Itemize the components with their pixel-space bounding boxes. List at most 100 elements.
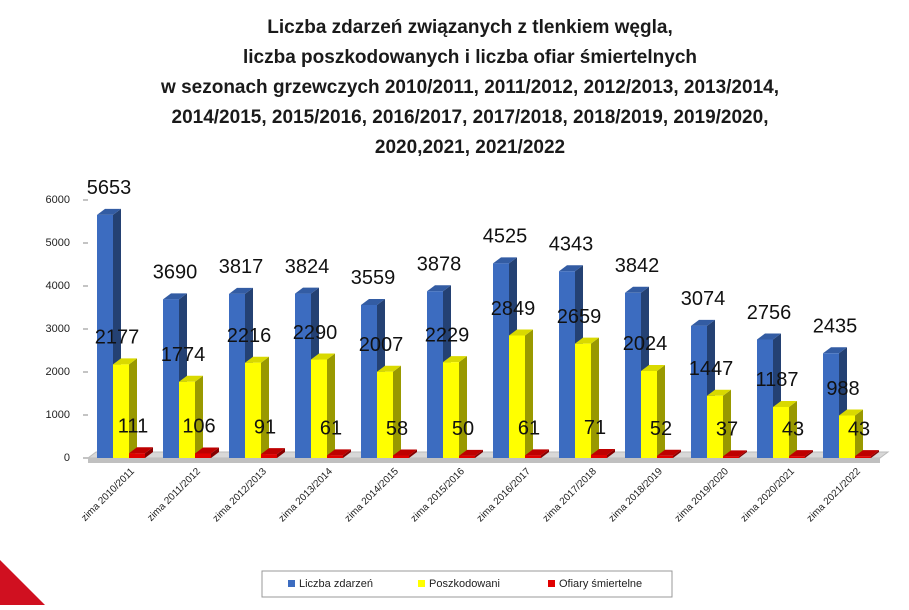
data-label: 37 [716, 419, 738, 441]
data-label: 2659 [557, 306, 602, 328]
y-tick-label: 1000 [46, 409, 70, 421]
bar [459, 455, 475, 458]
bar-top [525, 449, 549, 456]
bar [97, 214, 113, 458]
data-label: 106 [182, 416, 215, 438]
bar [591, 454, 607, 458]
legend-box [261, 570, 673, 598]
bar-top [261, 448, 285, 455]
data-label: 1774 [161, 344, 206, 366]
bar-top [443, 356, 467, 363]
bar-top [509, 329, 533, 336]
data-label: 3824 [285, 256, 330, 278]
bar-top [427, 285, 451, 292]
legend-label: Ofiary śmiertelne [559, 578, 642, 590]
data-label: 2229 [425, 324, 470, 346]
bar [823, 353, 839, 458]
corner-decoration [0, 560, 45, 605]
data-label: 2435 [813, 316, 858, 338]
data-label: 3690 [153, 262, 198, 284]
data-label: 71 [584, 417, 606, 439]
bar [691, 325, 707, 458]
bar [723, 456, 739, 458]
legend-swatch [418, 580, 425, 587]
bar-top [757, 333, 781, 340]
bar-side [211, 447, 219, 458]
bar-top [641, 364, 665, 371]
bar [129, 453, 145, 458]
bar [163, 299, 179, 458]
bar [855, 456, 871, 458]
bar-side [607, 448, 615, 458]
bar-side [475, 449, 483, 458]
bar-top [245, 356, 269, 363]
chart-title: liczba poszkodowanych i liczba ofiar śmi… [243, 47, 697, 68]
bar-top [113, 358, 137, 365]
bar [757, 339, 773, 458]
bar [575, 343, 591, 458]
bar-side [343, 449, 351, 458]
chart-title: w sezonach grzewczych 2010/2011, 2011/20… [160, 77, 779, 98]
bar-side [673, 449, 681, 458]
bar-side [459, 356, 467, 458]
bar [327, 455, 343, 458]
bar-top [459, 449, 483, 456]
bar-top [723, 450, 747, 457]
bar-top [179, 375, 203, 382]
data-label: 111 [118, 416, 148, 438]
bar-side [409, 449, 417, 458]
y-tick-label: 2000 [46, 366, 70, 378]
bar-top [657, 449, 681, 456]
data-label: 3817 [219, 256, 264, 278]
bar [625, 292, 641, 458]
bar-top [361, 298, 385, 305]
data-label: 1187 [755, 369, 798, 391]
bar-top [591, 448, 615, 455]
bar-side [541, 449, 549, 458]
data-label: 3074 [681, 288, 726, 310]
bar-top [129, 447, 153, 454]
data-label: 43 [848, 418, 870, 440]
bar-top [575, 337, 599, 344]
data-label: 2849 [491, 298, 536, 320]
bar-side [871, 450, 879, 458]
legend-swatch [288, 580, 295, 587]
data-label: 91 [254, 416, 276, 438]
y-tick-label: 6000 [46, 194, 70, 206]
data-label: 43 [782, 418, 804, 440]
bar [525, 455, 541, 458]
bar [509, 335, 525, 458]
bar [245, 362, 261, 458]
y-tick-label: 5000 [46, 237, 70, 249]
bar [179, 381, 195, 458]
bar [195, 453, 211, 458]
data-label: 2290 [293, 322, 338, 344]
data-label: 2216 [227, 325, 272, 347]
bar-top [773, 400, 797, 407]
bar [393, 455, 409, 458]
data-label: 2756 [747, 302, 792, 324]
bar-side [261, 356, 269, 458]
bar-top [393, 449, 417, 456]
bar [443, 362, 459, 458]
y-tick-label: 3000 [46, 323, 70, 335]
bar-side [195, 375, 203, 458]
data-label: 4343 [549, 234, 594, 256]
bar [559, 271, 575, 458]
data-label: 3559 [351, 267, 396, 289]
data-label: 50 [452, 418, 474, 440]
bar [707, 395, 723, 458]
bar [657, 455, 673, 458]
chart-title: 2020,2021, 2021/2022 [375, 137, 565, 158]
bar [641, 370, 657, 458]
bar-side [145, 447, 153, 458]
bar-top [229, 287, 253, 294]
data-label: 2177 [95, 327, 140, 349]
bar-top [559, 265, 583, 272]
bar [493, 263, 509, 458]
bar [113, 364, 129, 458]
bar-top [311, 353, 335, 360]
data-label: 2024 [623, 333, 668, 355]
data-label: 52 [650, 418, 672, 440]
